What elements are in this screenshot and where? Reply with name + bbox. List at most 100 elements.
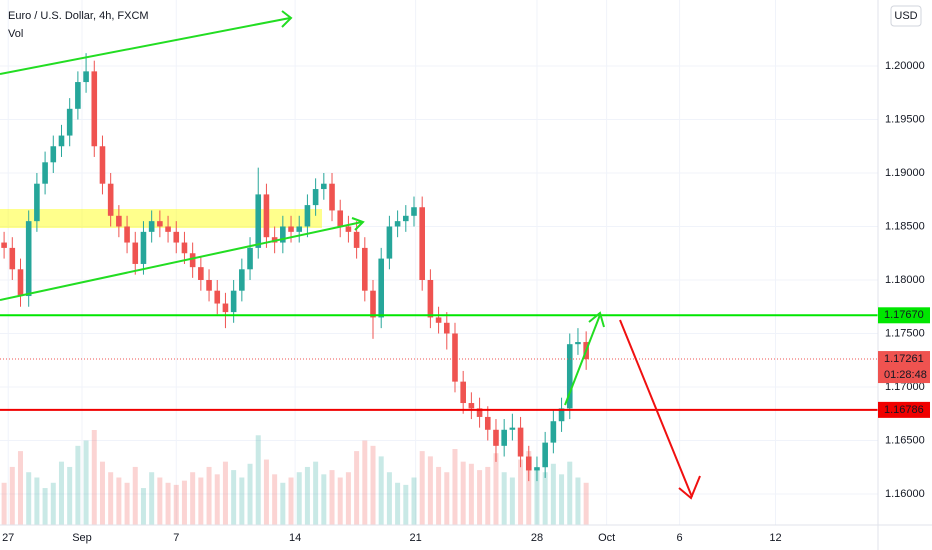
volume-bar	[370, 445, 376, 525]
candle-body	[525, 456, 532, 471]
candle-body	[362, 247, 368, 291]
candle-body	[476, 408, 483, 417]
candle-body	[255, 194, 262, 248]
volume-bar	[436, 466, 442, 525]
volume-bar	[99, 461, 105, 525]
candle-body	[493, 429, 499, 446]
candle-body	[66, 108, 73, 136]
candle-body	[58, 135, 65, 147]
candle-body	[370, 290, 376, 318]
currency-button[interactable]	[890, 5, 922, 27]
candle-body	[189, 253, 196, 268]
candle-body	[1, 242, 7, 248]
candle-body	[550, 421, 557, 443]
candle-body	[230, 290, 237, 313]
candle-body	[140, 231, 147, 264]
level-price-label: 1.17670	[884, 309, 924, 321]
volume-bar	[255, 435, 261, 525]
y-tick-label: 1.17500	[885, 327, 925, 339]
volume-bar	[116, 477, 122, 525]
x-tick-label: 6	[677, 532, 683, 544]
candle-body	[575, 342, 581, 345]
candle-body	[75, 82, 81, 109]
candle-body	[411, 207, 417, 216]
trend-line	[0, 17, 291, 75]
volume-bar	[17, 451, 23, 525]
volume-bar	[190, 472, 196, 525]
candle-body	[107, 183, 114, 216]
volume-bar	[345, 472, 351, 525]
volume-bar	[354, 451, 360, 525]
candle-body	[83, 71, 89, 83]
candle-body	[91, 71, 98, 147]
candle-body	[386, 226, 393, 259]
volume-bar	[239, 477, 245, 525]
volume-bar	[567, 461, 573, 525]
candle-body	[558, 408, 565, 422]
candle-body	[337, 210, 344, 227]
y-tick-label: 1.18500	[885, 220, 925, 232]
volume-bar	[518, 459, 524, 525]
volume-bar	[304, 466, 310, 525]
x-tick-label: 14	[289, 532, 301, 544]
candle-body	[378, 258, 385, 318]
candle-body	[501, 429, 507, 446]
volume-bar	[206, 466, 212, 525]
volume-bar	[559, 474, 565, 525]
volume-bar	[419, 451, 425, 525]
volume-bar	[444, 472, 450, 525]
volume-bar	[231, 470, 237, 525]
volume-bar	[501, 472, 507, 525]
volume-bar	[468, 463, 474, 525]
volume-bar	[9, 466, 15, 525]
candle-body	[534, 467, 540, 471]
candle-body	[566, 344, 573, 409]
volume-bar	[337, 477, 343, 525]
candle-body	[99, 146, 106, 184]
currency-label[interactable]: USD	[894, 10, 917, 22]
y-tick-label: 1.16500	[885, 434, 925, 446]
volume-bar	[321, 474, 327, 525]
x-tick-label: 21	[410, 532, 422, 544]
volume-bar	[75, 445, 81, 525]
candle-body	[517, 427, 524, 457]
candle-body	[148, 221, 155, 232]
volume-bar	[42, 488, 48, 525]
candle-body	[198, 267, 204, 280]
volume-bar	[280, 482, 286, 525]
candle-body	[288, 226, 294, 232]
volume-bar	[181, 480, 187, 525]
volume-bar	[272, 474, 278, 525]
volume-bar	[534, 466, 540, 525]
volume-bar	[91, 430, 97, 525]
y-tick-label: 1.20000	[885, 60, 925, 72]
candle-body	[329, 183, 335, 211]
candle-body	[50, 146, 57, 163]
volume-bar	[140, 488, 146, 525]
candle-body	[312, 189, 319, 206]
candle-body	[402, 215, 409, 222]
volume-bar	[124, 482, 130, 525]
last-price-label: 1.17261	[884, 353, 924, 365]
candle-body	[394, 221, 401, 227]
candle-body	[263, 194, 270, 238]
volume-bar	[222, 461, 228, 525]
candle-body	[214, 290, 221, 304]
volume-bar	[395, 482, 401, 525]
volume-bar	[214, 474, 220, 525]
volume-bar	[427, 456, 433, 525]
trend-line	[619, 319, 693, 498]
volume-bar	[386, 472, 392, 525]
volume-bar	[198, 477, 204, 525]
volume-bar	[362, 440, 368, 525]
candle-body	[509, 427, 516, 430]
candle-body	[25, 221, 32, 297]
candle-body	[304, 205, 311, 227]
volume-bar	[452, 449, 458, 525]
trend-line	[0, 221, 363, 301]
x-tick-label: 12	[769, 532, 781, 544]
volume-bar	[509, 477, 515, 525]
volume-bar	[526, 451, 532, 525]
volume-bar	[58, 461, 64, 525]
